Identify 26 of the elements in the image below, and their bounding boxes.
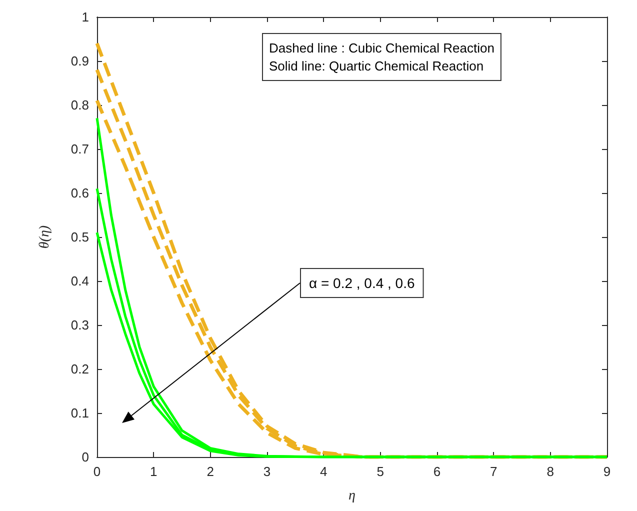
x-tick-label: 4 — [320, 464, 328, 479]
x-tick-label: 0 — [93, 464, 101, 479]
y-tick-label: 0.4 — [70, 274, 89, 288]
y-tick-label: 0.7 — [70, 142, 89, 156]
x-tick-label: 1 — [150, 464, 158, 479]
y-tick-label: 0.9 — [70, 54, 89, 68]
annotation: α = 0.2 , 0.4 , 0.6 — [309, 275, 415, 291]
y-tick-label: 0 — [82, 450, 89, 464]
y-tick-label: 0.5 — [70, 230, 89, 244]
annotation: Dashed line : Cubic Chemical Reaction — [269, 40, 494, 56]
y-tick-label: 0.8 — [70, 98, 89, 112]
x-tick-label: 7 — [490, 464, 498, 479]
x-axis-title: η — [348, 488, 356, 504]
y-tick-label: 1 — [82, 10, 89, 24]
y-tick-label: 0.2 — [70, 362, 89, 376]
y-axis-title: θ(η) — [38, 225, 52, 249]
y-tick-label: 0.3 — [70, 318, 89, 332]
x-tick-label: 2 — [206, 464, 214, 479]
x-tick-label: 9 — [603, 464, 611, 479]
x-tick-label: 3 — [263, 464, 271, 479]
annotation: Solid line: Quartic Chemical Reaction — [269, 58, 484, 74]
x-tick-label: 5 — [376, 464, 384, 479]
x-tick-label: 6 — [433, 464, 441, 479]
y-tick-label: 0.1 — [70, 406, 89, 420]
y-tick-label: 0.6 — [70, 186, 89, 200]
x-tick-label: 8 — [546, 464, 554, 479]
